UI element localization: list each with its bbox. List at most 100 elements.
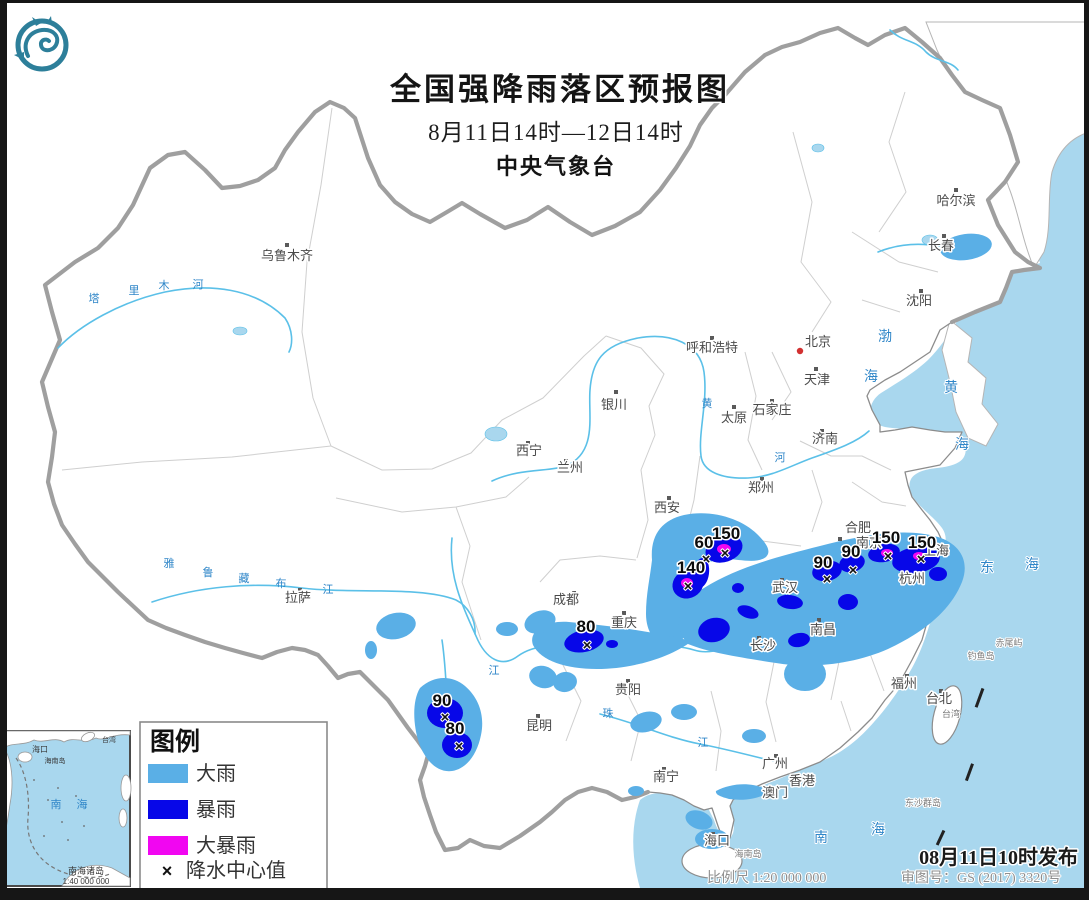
city-label: 沈阳 xyxy=(906,293,932,308)
inset-label: 台湾 xyxy=(102,735,116,744)
sea-name-label: 海 xyxy=(1025,556,1039,572)
city-dot xyxy=(817,618,821,622)
city-label: 乌鲁木齐 xyxy=(261,248,313,263)
taiwan-island xyxy=(931,685,963,745)
rain-center-x-icon: × xyxy=(823,571,832,588)
sea-area xyxy=(633,30,1089,888)
city-label: 香港 xyxy=(789,773,815,788)
city-dot xyxy=(939,689,943,693)
rain-center-value: 90 xyxy=(814,553,833,572)
rain-center-value: 140 xyxy=(677,558,705,577)
city-label: 杭州 xyxy=(899,571,925,586)
city-dot xyxy=(526,441,530,445)
inset-island-dots xyxy=(33,779,85,841)
rain-center-value: 80 xyxy=(577,617,596,636)
rain-center-x-icon: × xyxy=(849,562,858,579)
city-label: 太原 xyxy=(721,410,747,425)
river-name-label: 河 xyxy=(775,451,786,464)
legend-swatch xyxy=(148,800,188,819)
legend-swatch xyxy=(148,836,188,855)
city-label: 澳门 xyxy=(762,785,788,800)
legend-marker-label: 降水中心值 xyxy=(186,859,286,882)
city-dot xyxy=(710,336,714,340)
city-dot xyxy=(757,636,761,640)
city-dot xyxy=(732,405,736,409)
river-name-label: 江 xyxy=(323,583,334,596)
rain-center-x-icon: × xyxy=(721,545,730,562)
minor-place-label: 赤尾屿 xyxy=(995,638,1022,648)
inset-label: 海 xyxy=(77,797,88,811)
footer: 08月11日10时发布 比例尺 1:20 000 000 审图号：GS (201… xyxy=(706,844,1080,888)
city-label: 福州 xyxy=(891,676,917,691)
city-dot xyxy=(760,477,764,481)
river-name-label: 塔 xyxy=(89,292,100,305)
river-name-label: 江 xyxy=(489,664,500,677)
map-title: 全国强降雨落区预报图 xyxy=(389,72,730,107)
city-label: 重庆 xyxy=(611,615,637,630)
river-name-label: 雅 xyxy=(164,556,175,570)
inset-label: 1:40 000 000 xyxy=(63,877,110,886)
river-labels: 塔里木河黄河雅鲁藏布江江珠江 xyxy=(89,278,786,749)
city-dot xyxy=(905,674,909,678)
city-label: 西安 xyxy=(654,500,680,515)
legend-title: 图例 xyxy=(150,728,200,756)
rain-center-value: 150 xyxy=(712,524,740,543)
city-label: 郑州 xyxy=(748,480,774,495)
city-dot xyxy=(838,537,842,541)
rain-center-x-icon: × xyxy=(884,548,893,565)
rain-center-value: 80 xyxy=(446,719,465,738)
city-dot xyxy=(942,234,946,238)
river-name-label: 木 xyxy=(159,279,170,292)
city-label: 南京 xyxy=(856,535,882,550)
city-label: 成都 xyxy=(553,592,579,607)
city-dot xyxy=(814,367,818,371)
sea-name-label: 海 xyxy=(955,436,969,452)
city-label: 石家庄 xyxy=(752,402,791,417)
city-label: 天津 xyxy=(804,372,830,387)
rain-center-x-icon: × xyxy=(684,578,693,595)
city-label: 台北 xyxy=(926,691,952,706)
city-label: 呼和浩特 xyxy=(686,340,738,355)
rain-center-x-icon: × xyxy=(455,738,464,755)
city-label: 广州 xyxy=(762,756,788,771)
sea-name-label: 黄 xyxy=(944,379,958,395)
rain-center-values: 60×150×140×80×90×80×90×90×150×150× xyxy=(431,523,938,757)
minor-place-label: 海南岛 xyxy=(734,848,761,859)
city-label: 银川 xyxy=(601,397,627,412)
city-dot xyxy=(954,188,958,192)
map-period: 8月11日14时—12日14时 xyxy=(428,120,684,145)
sea-name-label: 渤 xyxy=(878,328,892,344)
river-name-label: 河 xyxy=(193,278,204,291)
city-dot xyxy=(780,578,784,582)
sea-labels: 渤海黄海东 海南海 xyxy=(813,327,1040,846)
title-block: 全国强降雨落区预报图 8月11日14时—12日14时 中央气象台 xyxy=(388,71,730,181)
city-label: 哈尔滨 xyxy=(936,193,975,208)
city-dot xyxy=(667,496,671,500)
city-dot xyxy=(711,832,715,836)
city-label: 济南 xyxy=(812,431,838,446)
precip-center-marker-icon: × xyxy=(162,861,173,881)
city-dot xyxy=(572,591,576,595)
sea-name-label: 海 xyxy=(871,821,885,837)
inset-label: 南海诸岛 xyxy=(68,865,104,876)
city-label: 长春 xyxy=(928,238,954,253)
sea-name-label: 海 xyxy=(864,368,878,384)
legend-swatch xyxy=(148,764,188,783)
city-label: 海口 xyxy=(704,833,730,848)
minor-place-label: 台湾 xyxy=(942,708,960,719)
capital-dot xyxy=(796,347,804,355)
city-label: 昆明 xyxy=(526,718,552,733)
issue-time: 08月11日10时发布 xyxy=(919,845,1078,869)
city-dot xyxy=(614,390,618,394)
city-label: 南宁 xyxy=(653,769,679,784)
city-dot xyxy=(298,588,302,592)
map-agency: 中央气象台 xyxy=(496,154,616,179)
city-dot xyxy=(564,459,568,463)
